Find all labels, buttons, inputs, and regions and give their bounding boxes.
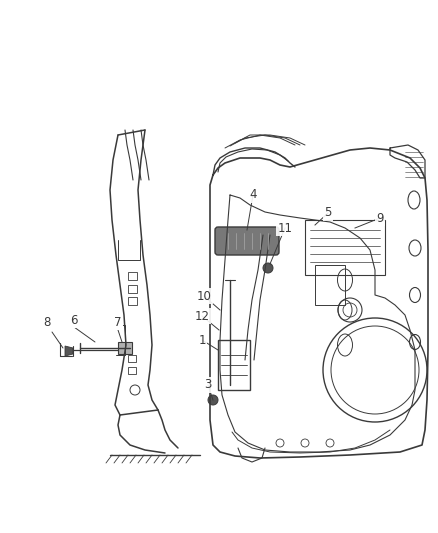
Bar — [315, 265, 345, 305]
Text: 3: 3 — [204, 378, 212, 392]
Polygon shape — [65, 346, 73, 356]
Text: 4: 4 — [249, 189, 257, 201]
Bar — [128, 297, 137, 305]
Text: 9: 9 — [376, 212, 384, 224]
Text: 7: 7 — [114, 316, 122, 328]
Text: 12: 12 — [194, 310, 209, 322]
FancyBboxPatch shape — [215, 227, 279, 255]
Bar — [128, 355, 136, 362]
Bar — [218, 340, 250, 390]
Bar — [305, 220, 385, 275]
Text: 10: 10 — [197, 289, 212, 303]
Text: 5: 5 — [324, 206, 332, 220]
Text: 6: 6 — [70, 313, 78, 327]
Circle shape — [263, 263, 273, 273]
Circle shape — [208, 395, 218, 405]
Bar — [128, 367, 136, 374]
Text: 8: 8 — [43, 316, 51, 328]
Bar — [128, 285, 137, 293]
Text: 11: 11 — [278, 222, 293, 235]
Bar — [128, 272, 137, 280]
Bar — [118, 342, 132, 354]
Text: 1: 1 — [198, 334, 206, 346]
